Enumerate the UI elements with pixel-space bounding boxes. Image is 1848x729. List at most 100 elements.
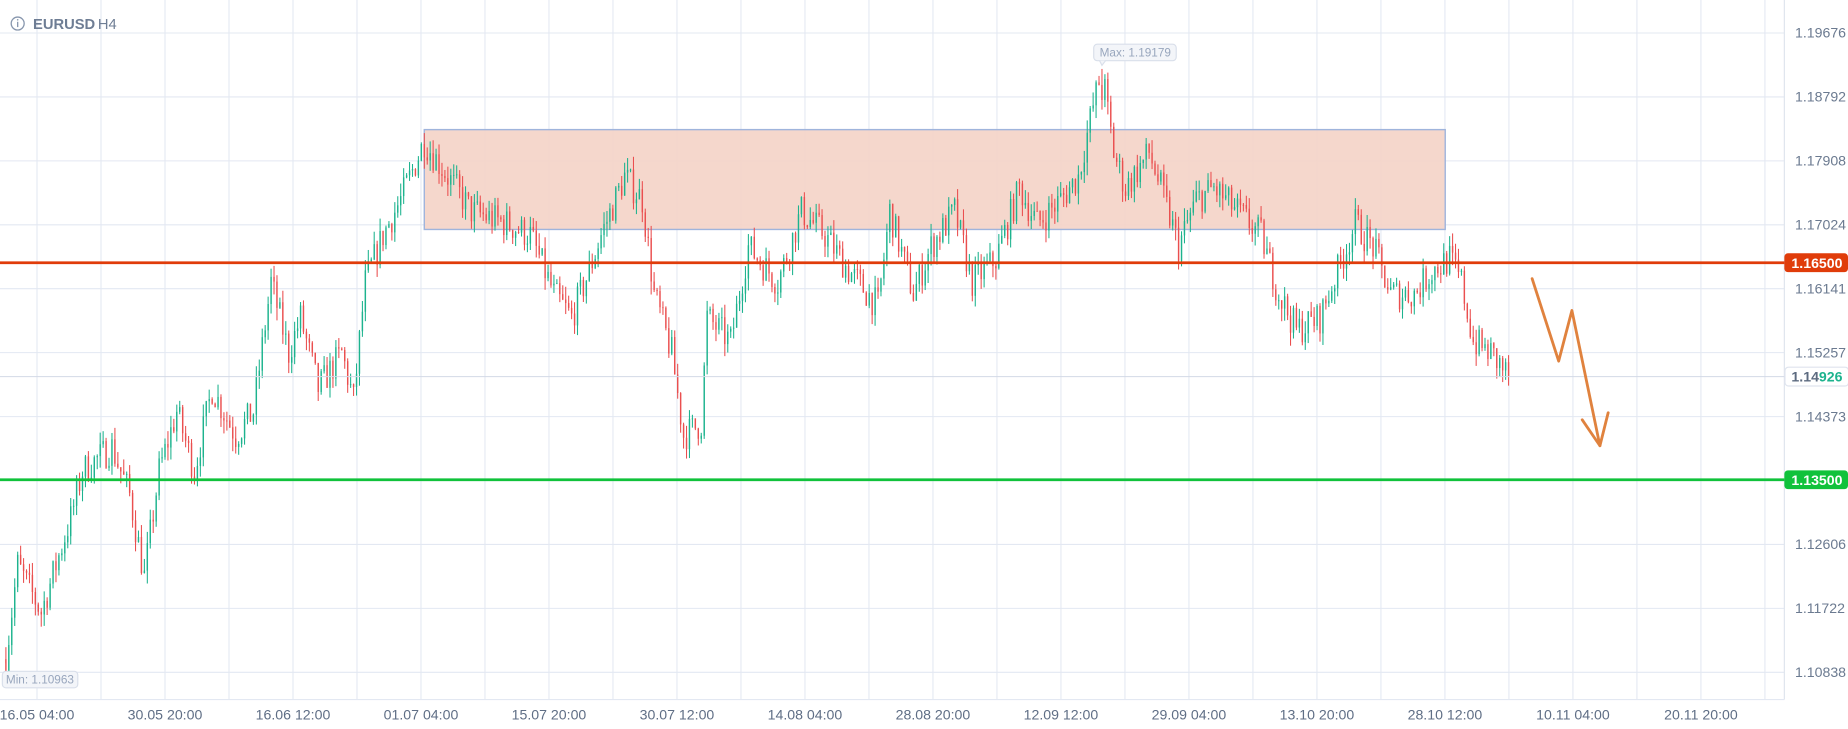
candle-body	[503, 219, 505, 236]
candle	[335, 340, 337, 387]
candle-body	[992, 252, 994, 267]
candle	[744, 266, 747, 303]
candle	[352, 383, 355, 396]
candle	[1401, 288, 1404, 319]
time-tick-label: 16.06 12:00	[256, 707, 331, 723]
candle-body	[844, 265, 847, 278]
supply-zone-rectangle[interactable]	[423, 128, 1446, 231]
candle	[164, 438, 166, 460]
candle-body	[1463, 270, 1466, 304]
candle-body	[220, 396, 222, 419]
candle	[102, 431, 104, 448]
candle-body	[453, 174, 455, 176]
candle	[1021, 180, 1024, 217]
candle-body	[158, 458, 160, 496]
candle-body	[1036, 210, 1038, 212]
candle	[1198, 180, 1200, 201]
candle	[1227, 186, 1230, 206]
candle-body	[785, 257, 788, 262]
candle-body	[520, 219, 523, 233]
projection-arrow[interactable]	[1530, 277, 1610, 448]
candle-body	[314, 352, 316, 364]
level-lines[interactable]	[0, 261, 1785, 482]
candle-body	[768, 258, 770, 274]
candle-body	[556, 283, 558, 285]
candle	[1478, 325, 1480, 357]
candle	[871, 292, 873, 325]
candle-body	[1021, 183, 1024, 206]
candle	[1454, 243, 1457, 269]
candle	[1507, 355, 1510, 386]
candle	[1298, 308, 1301, 333]
candle	[1101, 68, 1103, 110]
candle	[114, 427, 116, 467]
candle-body	[70, 506, 72, 537]
candle-body	[467, 192, 470, 197]
candle-body	[1068, 187, 1071, 204]
candle-body	[1280, 300, 1283, 309]
candle	[1012, 193, 1015, 224]
arrow-head-icon[interactable]	[1580, 411, 1610, 448]
candle	[691, 414, 694, 428]
candle-body	[1236, 198, 1239, 208]
timeframe-label[interactable]: H4	[98, 17, 117, 33]
candle	[1118, 153, 1121, 174]
candle-body	[341, 348, 343, 350]
candle	[1104, 74, 1106, 108]
supply-zone-layer[interactable]	[423, 128, 1446, 231]
projection-arrow-path[interactable]	[1530, 277, 1602, 448]
candle	[915, 271, 918, 301]
info-icon[interactable]	[10, 16, 25, 31]
candle-body	[924, 270, 926, 286]
candle-body	[1275, 289, 1277, 301]
candle-body	[1142, 159, 1144, 163]
candle-body	[31, 574, 34, 592]
candle-body	[335, 347, 337, 379]
candle-body	[423, 143, 425, 158]
candle-body	[1425, 268, 1427, 290]
candle	[261, 328, 263, 379]
price-axis[interactable]: 1.16500 1.13500 1.14926 1.19676 1.18792 1.179…	[1784, 25, 1848, 680]
candle	[255, 366, 258, 425]
candle-body	[1113, 126, 1115, 158]
candle	[143, 558, 146, 574]
candle-body	[352, 384, 355, 387]
candle-body	[376, 244, 378, 265]
candle-body	[547, 271, 549, 279]
candle-body	[1454, 252, 1457, 260]
candle	[1089, 105, 1091, 143]
price-tick-label: 1.14373	[1795, 408, 1846, 424]
candle-body	[1130, 178, 1133, 192]
candle-body	[959, 220, 962, 228]
candle-body	[28, 572, 31, 575]
candle-body	[491, 210, 493, 227]
candle-body	[1269, 248, 1271, 253]
candle	[288, 330, 290, 374]
candle-body	[550, 271, 552, 286]
candle-body	[246, 403, 249, 419]
candle	[479, 195, 481, 218]
candle-body	[482, 212, 484, 215]
candle-body	[1171, 219, 1174, 226]
candle-body	[676, 374, 679, 394]
candle	[983, 256, 985, 288]
candle-body	[58, 555, 60, 571]
time-axis[interactable]: 16.05 04:00 30.05 20:00 16.06 12:00 01.07 0…	[0, 707, 1738, 723]
candle	[780, 269, 782, 298]
candle-body	[305, 331, 308, 339]
candle	[998, 234, 1000, 270]
candle-body	[49, 583, 51, 608]
candle-body	[948, 206, 950, 236]
candle-body	[532, 226, 535, 231]
candle-body	[567, 303, 570, 308]
candle	[818, 203, 820, 217]
candle	[853, 261, 856, 284]
candle-body	[385, 227, 387, 246]
candle-body	[1387, 287, 1389, 290]
candle	[155, 492, 157, 527]
candle	[137, 530, 140, 543]
candle	[220, 394, 222, 427]
candle-body	[285, 333, 287, 335]
candle	[87, 451, 90, 483]
